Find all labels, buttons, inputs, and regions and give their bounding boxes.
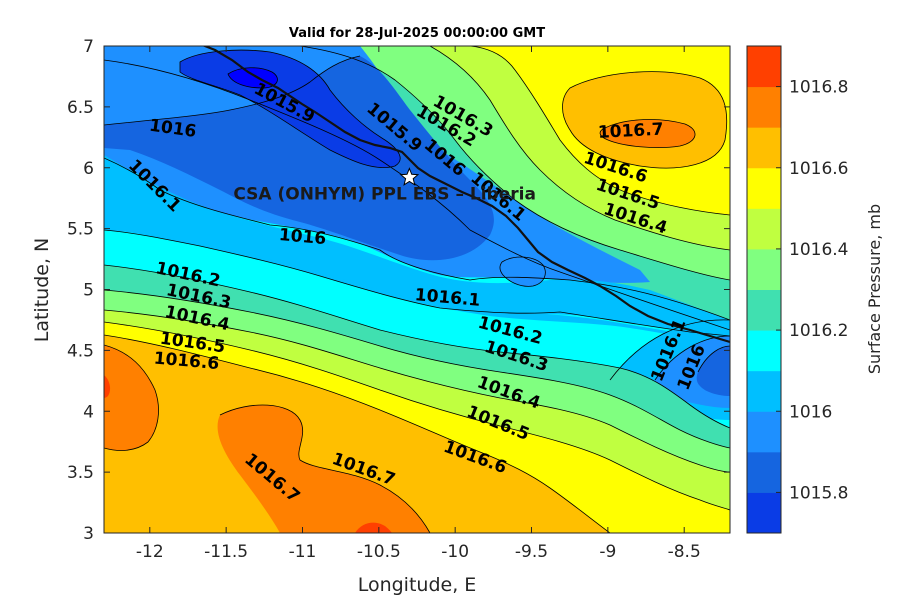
y-tick-label: 7 (83, 37, 94, 57)
colorbar-swatch (747, 370, 781, 412)
colorbar-swatch (747, 492, 781, 534)
coastline (202, 46, 730, 344)
contour-lines (104, 46, 730, 533)
field-1016.0-edge (104, 155, 730, 336)
y-tick-label: 5 (83, 281, 94, 301)
x-tick-label: -8.5 (668, 542, 701, 562)
y-axis-label: Latitude, N (31, 238, 53, 343)
x-axis-label: Longitude, E (358, 574, 477, 596)
colorbar-swatch (747, 289, 781, 331)
field-mid-blue-blob (499, 256, 546, 287)
site-marker: CSA (ONHYM) PPL EBS – Liberia (233, 167, 536, 204)
x-tick-label: -11 (289, 542, 317, 562)
field-1016.1-strip (104, 228, 730, 346)
contour-label: 1016 (278, 225, 327, 249)
colorbar-swatch (747, 86, 781, 128)
colorbar-label: Surface Pressure, mb (865, 204, 884, 374)
colorbar-swatch (747, 451, 781, 493)
colorbar-tick-label: 1016.6 (789, 159, 848, 179)
x-tick-label: -11.5 (204, 542, 248, 562)
field-1016.8-south (355, 522, 392, 533)
field-south-1016.6 (104, 335, 610, 533)
field-1016.7-south (217, 404, 430, 533)
x-tick-label: -9 (599, 542, 616, 562)
site-star-icon (399, 167, 420, 186)
y-tick-label: 3 (83, 524, 94, 544)
y-tick-label: 4.5 (67, 341, 94, 361)
field-east-1015.9 (696, 346, 730, 396)
field-1016.8-west (104, 375, 111, 398)
y-tick-label: 5.5 (67, 220, 94, 240)
contour-label: 1016.7 (597, 120, 664, 143)
y-tick-label: 3.5 (67, 463, 94, 483)
colorbar-swatch (747, 127, 781, 169)
x-tick-label: -9.5 (515, 542, 548, 562)
site-label: CSA (ONHYM) PPL EBS – Liberia (233, 184, 536, 204)
x-tick-label: -10.5 (357, 542, 401, 562)
x-tick-label: -10 (441, 542, 469, 562)
y-tick-label: 6 (83, 159, 94, 179)
colorbar-tick-label: 1016.8 (789, 78, 848, 98)
chart-title: Valid for 28-Jul-2025 00:00:00 GMT (289, 26, 545, 41)
colorbar-swatch (747, 248, 781, 290)
y-tick-label: 4 (83, 402, 94, 422)
x-tick-label: -12 (136, 542, 164, 562)
colorbar-swatch (747, 208, 781, 250)
field-1015.9 (104, 56, 494, 261)
colorbar-tick-label: 1016 (789, 402, 832, 422)
colorbar-swatch (747, 330, 781, 372)
y-tick-label: 6.5 (67, 98, 94, 118)
axis-ticks: -12 -11.5 -11 -10.5 -10 -9.5 -9 -8.5 3 3.5 4 4.5 5 5.… (67, 37, 730, 562)
colorbar-swatch (747, 167, 781, 209)
colorbar-swatch (747, 46, 781, 88)
field-1016.7-west (104, 345, 159, 451)
colorbar-tick-label: 1016.4 (789, 240, 848, 260)
colorbar-tick-label: 1015.8 (789, 483, 848, 503)
colorbar-swatch (747, 411, 781, 453)
colorbar-tick-label: 1016.2 (789, 321, 848, 341)
field-1015.7 (228, 67, 278, 88)
field-1016.7 (600, 119, 696, 148)
colorbar: 1015.8 1016 1016.2 1016.4 1016.6 1016.8 (746, 45, 848, 534)
colorbar-frame (746, 45, 782, 534)
